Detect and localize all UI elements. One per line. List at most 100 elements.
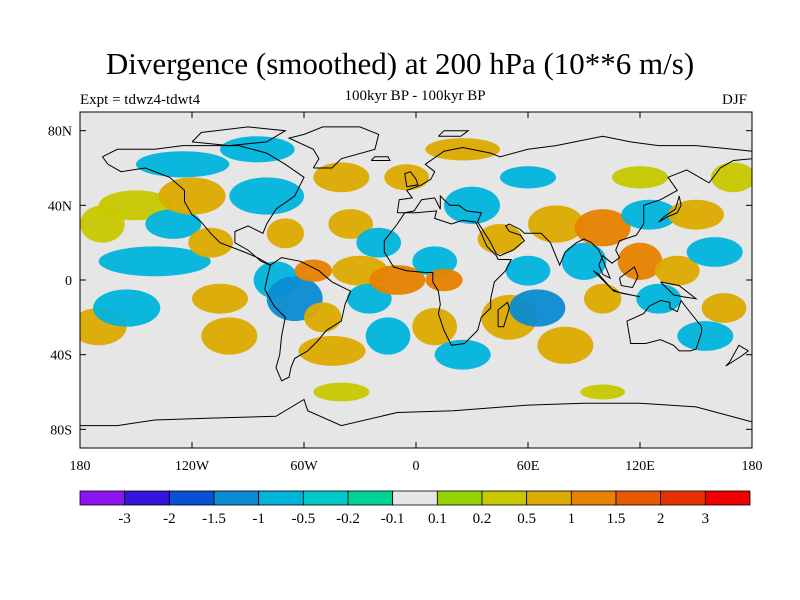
field-region-31 [477, 224, 523, 254]
field-region-11 [229, 177, 304, 215]
colorbar-swatch [258, 490, 304, 506]
field-region-3 [93, 289, 161, 327]
field-region-35 [528, 205, 584, 243]
field-region-7 [136, 151, 230, 178]
lon-tick-label: 120W [175, 459, 210, 474]
coastline-australia [626, 299, 703, 352]
field-region-37 [561, 242, 607, 280]
field-region-13 [266, 218, 305, 249]
colorbar: -3 -2 -1.5 -1 -0.5 -0.2 -0.1 0.1 0.2 0.5 1 1.5 2 3 [79, 490, 751, 527]
lat-tick-label: 80N [48, 125, 72, 140]
field-region-1 [98, 190, 174, 221]
coastline-new-guinea [660, 281, 698, 300]
field-region-20 [328, 209, 374, 239]
colorbar-label: -3 [118, 511, 131, 527]
coastline-antarctica [80, 398, 752, 427]
lat-tick-label: 40S [50, 349, 72, 364]
colorbar-swatch [168, 490, 215, 506]
field-region-12 [220, 136, 295, 163]
divergence-field [80, 136, 752, 402]
colorbar-swatch [570, 490, 617, 506]
field-region-19 [313, 162, 370, 193]
colorbar-label: 3 [702, 511, 710, 527]
field-region-8 [188, 227, 234, 258]
season-label: DJF [722, 92, 748, 108]
field-region-23 [356, 227, 402, 258]
field-region-42 [636, 283, 682, 314]
coastline-greenland [287, 126, 380, 169]
colorbar-label: -1.5 [202, 511, 226, 527]
colorbar-swatch [302, 490, 349, 506]
lon-tick-label: 60W [290, 459, 318, 474]
colorbar-label: 0.1 [428, 511, 447, 527]
coastline-africa [383, 210, 513, 346]
colorbar-label: -0.2 [336, 511, 360, 527]
coastline-borneo [619, 266, 639, 289]
colorbar-label: 1.5 [607, 511, 626, 527]
coastline-south-america [264, 257, 352, 382]
coastline-indonesia [592, 270, 641, 298]
field-region-5 [145, 209, 202, 239]
axis-ticks: 180 120W 60W 0 60E 120E 180 80N 40N 0 40S 80S [48, 112, 763, 474]
field-region-28 [412, 308, 458, 346]
colorbar-swatch [79, 490, 126, 506]
lat-tick-label: 0 [65, 274, 72, 289]
field-region-54 [580, 384, 626, 400]
field-region-9 [192, 283, 248, 314]
field-region-17 [294, 259, 333, 282]
colorbar-swatch [704, 490, 751, 506]
colorbar-swatch [392, 490, 438, 506]
field-region-26 [412, 246, 458, 277]
coastline-madagascar [497, 301, 510, 328]
field-region-30 [444, 186, 500, 224]
colorbar-label: 0.5 [517, 511, 536, 527]
colorbar-swatch [436, 490, 483, 506]
coastline-arctic-islands [191, 126, 287, 147]
coastline-iceland [370, 156, 391, 161]
lat-tick-label: 80S [50, 423, 72, 438]
field-region-6 [158, 177, 226, 215]
colorbar-swatch [124, 490, 170, 506]
field-region-36 [537, 326, 594, 365]
field-region-46 [677, 321, 734, 351]
coastline-new-zealand [725, 344, 750, 367]
field-region-41 [621, 199, 678, 230]
lon-tick-label: 180 [70, 459, 91, 474]
colorbar-label: -0.5 [291, 511, 315, 527]
coastline-japan [658, 195, 682, 223]
lon-tick-label: 180 [742, 459, 763, 474]
lon-tick-label: 60E [517, 459, 540, 474]
field-region-48 [710, 162, 752, 193]
coastlines [80, 126, 752, 427]
field-region-38 [574, 209, 631, 247]
colorbar-label: 2 [657, 511, 665, 527]
colorbar-swatch [526, 490, 572, 506]
colorbar-label: -2 [163, 511, 176, 527]
colorbar-swatch [660, 490, 706, 506]
lon-tick-label: 0 [413, 459, 420, 474]
field-region-16 [304, 302, 342, 333]
field-region-24 [365, 317, 411, 355]
lat-tick-label: 40N [48, 199, 72, 214]
field-region-39 [584, 283, 622, 314]
field-region-4 [98, 246, 211, 277]
colorbar-swatch [347, 490, 394, 506]
period-subtitle: 100kyr BP - 100kyr BP [344, 88, 486, 104]
field-region-44 [668, 199, 724, 230]
field-region-43 [654, 255, 700, 286]
plot-title: Divergence (smoothed) at 200 hPa (10**6 … [105, 46, 695, 81]
coastline-eurasia [396, 135, 752, 280]
field-region-53 [313, 382, 370, 402]
lon-tick-label: 120E [625, 459, 655, 474]
field-region-45 [686, 237, 743, 267]
coastline-svalbard [438, 130, 470, 137]
colorbar-swatch [615, 490, 662, 506]
field-region-49 [425, 138, 500, 161]
colorbar-label: 1 [568, 511, 576, 527]
field-region-34 [509, 289, 566, 327]
field-region-25 [369, 265, 426, 295]
experiment-label: Expt = tdwz4-tdwt4 [80, 92, 201, 108]
colorbar-label: 0.2 [473, 511, 492, 527]
field-region-51 [500, 166, 556, 189]
